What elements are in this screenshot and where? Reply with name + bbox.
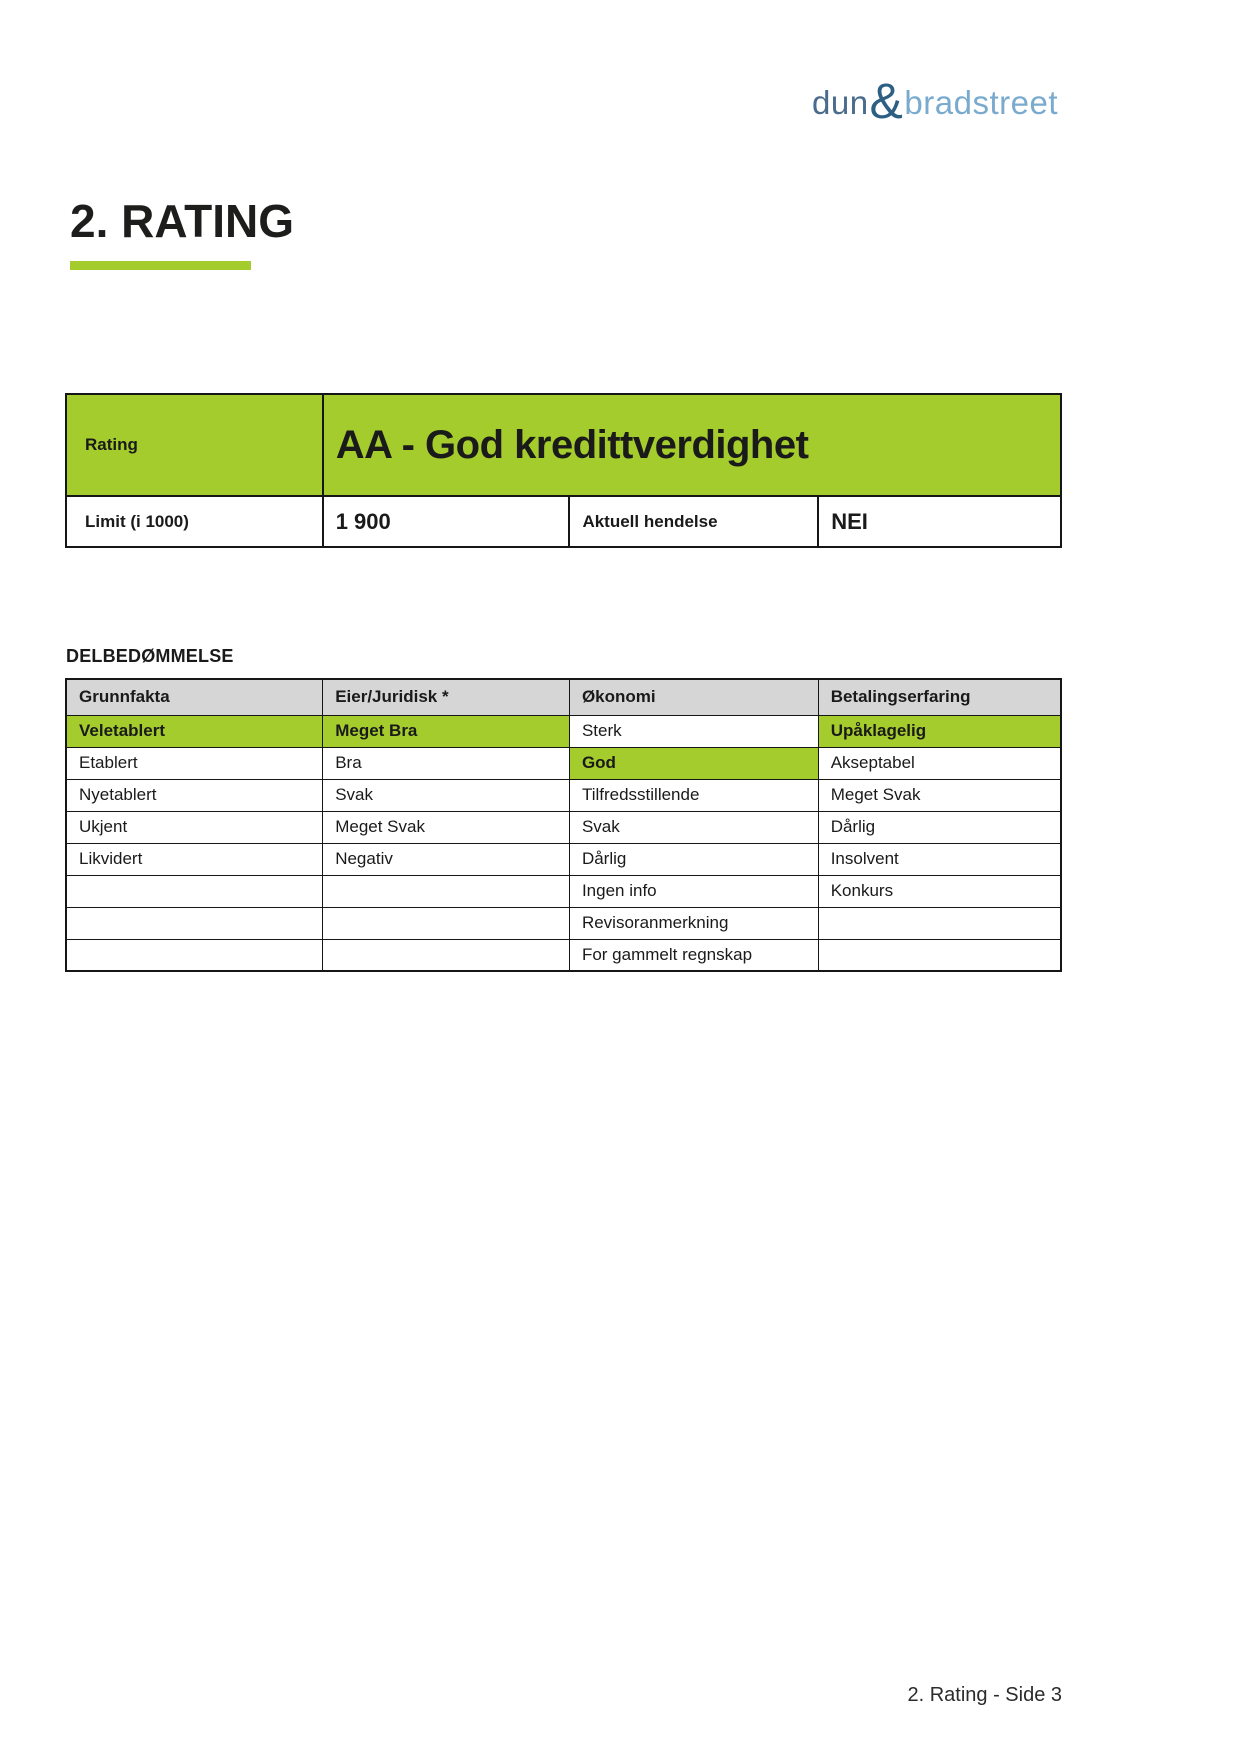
- table-cell: [65, 906, 324, 940]
- table-row: Etablert Bra God Akseptabel: [65, 746, 1062, 780]
- table-cell: [322, 906, 570, 940]
- table-cell: Upåklagelig: [817, 714, 1062, 748]
- table-cell: Etablert: [65, 746, 324, 780]
- table-cell: Sterk: [568, 714, 819, 748]
- table-row: Veletablert Meget Bra Sterk Upåklagelig: [65, 714, 1062, 748]
- table-row: Likvidert Negativ Dårlig Insolvent: [65, 842, 1062, 876]
- table-row: Nyetablert Svak Tilfredsstillende Meget Sva…: [65, 778, 1062, 812]
- table-cell: [65, 874, 324, 908]
- page-footer: 2. Rating - Side 3: [907, 1684, 1062, 1706]
- table-cell: Ukjent: [65, 810, 324, 844]
- table-cell: God: [568, 746, 819, 780]
- rating-table: Rating AA - God kredittverdighet Limit (…: [65, 393, 1063, 548]
- ampersand-icon: &: [869, 73, 904, 129]
- logo-dun-text: dun: [811, 84, 869, 121]
- limit-row: Limit (i 1000) 1 900 Aktuell hendelse NE…: [65, 495, 1062, 548]
- table-row: Revisoranmerkning: [65, 906, 1062, 940]
- table-row: Ingen info Konkurs: [65, 874, 1062, 908]
- assessment-table-body: Veletablert Meget Bra Sterk Upåklagelig Etab…: [65, 714, 1062, 972]
- table-cell: [817, 938, 1062, 972]
- table-cell: [65, 938, 324, 972]
- page-title: 2. RATING: [70, 195, 295, 247]
- table-cell: Meget Bra: [322, 714, 570, 748]
- table-cell: Ingen info: [568, 874, 819, 908]
- column-header: Økonomi: [568, 678, 819, 716]
- event-label-cell: Aktuell hendelse: [568, 495, 820, 548]
- table-cell: Bra: [322, 746, 570, 780]
- table-cell: Akseptabel: [817, 746, 1062, 780]
- column-header: Grunnfakta: [65, 678, 324, 716]
- table-cell: Insolvent: [817, 842, 1062, 876]
- rating-label-cell: Rating: [65, 393, 324, 497]
- rating-row: Rating AA - God kredittverdighet: [65, 393, 1063, 497]
- table-cell: Negativ: [322, 842, 570, 876]
- table-cell: Svak: [322, 778, 570, 812]
- limit-value-cell: 1 900: [321, 495, 571, 548]
- table-cell: Meget Svak: [817, 778, 1062, 812]
- table-cell: [322, 938, 570, 972]
- table-cell: Likvidert: [65, 842, 324, 876]
- limit-label-cell: Limit (i 1000): [65, 495, 324, 548]
- table-cell: [817, 906, 1062, 940]
- table-cell: Revisoranmerkning: [568, 906, 819, 940]
- table-row: Ukjent Meget Svak Svak Dårlig: [65, 810, 1062, 844]
- table-cell: Dårlig: [817, 810, 1062, 844]
- table-cell: Svak: [568, 810, 819, 844]
- table-cell: For gammelt regnskap: [568, 938, 819, 972]
- column-header: Eier/Juridisk *: [322, 678, 570, 716]
- assessment-table: Grunnfakta Eier/Juridisk * Økonomi Betaling…: [65, 678, 1062, 972]
- table-cell: Tilfredsstillende: [568, 778, 819, 812]
- assessment-section-title: DELBEDØMMELSE: [66, 646, 234, 666]
- table-row: For gammelt regnskap: [65, 938, 1062, 972]
- table-cell: Konkurs: [817, 874, 1062, 908]
- event-value-cell: NEI: [817, 495, 1062, 548]
- title-accent-bar: [70, 261, 251, 270]
- assessment-header-row: Grunnfakta Eier/Juridisk * Økonomi Betaling…: [65, 678, 1062, 716]
- logo-bradstreet-text: bradstreet: [904, 84, 1058, 121]
- table-cell: [322, 874, 570, 908]
- rating-value-cell: AA - God kredittverdighet: [321, 393, 1063, 497]
- table-cell: Dårlig: [568, 842, 819, 876]
- column-header: Betalingserfaring: [817, 678, 1062, 716]
- table-cell: Meget Svak: [322, 810, 570, 844]
- dun-bradstreet-logo: dun & bradstreet: [811, 72, 1058, 126]
- table-cell: Veletablert: [65, 714, 324, 748]
- table-cell: Nyetablert: [65, 778, 324, 812]
